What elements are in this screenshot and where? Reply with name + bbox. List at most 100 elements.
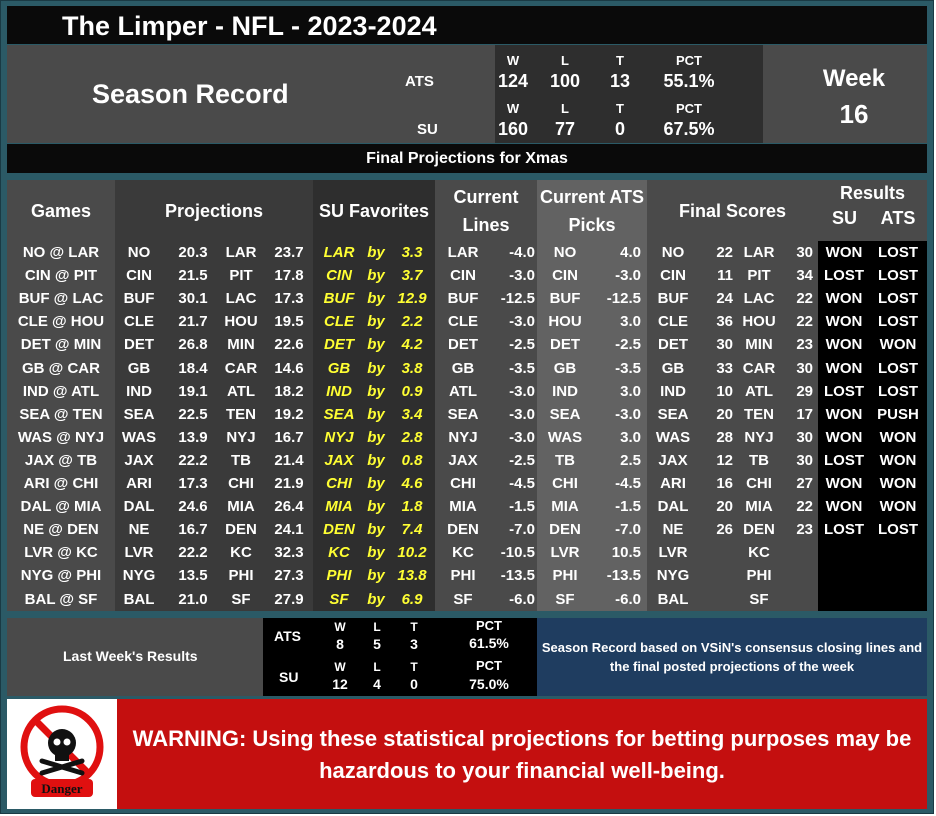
cell-favorite-by: by [367,428,385,446]
season-ats-label: ATS [405,73,434,90]
cell-proj-home: DEN [225,521,257,539]
cell-proj-away-score: 30.1 [178,290,208,308]
cell-score-away: WAS [655,428,691,446]
cell-proj-home: LAC [225,290,257,308]
lw-ats-w-header: W [334,620,346,634]
cell-score-away: NYG [656,567,690,585]
cell-favorite-by: by [367,382,385,400]
cell-favorite-by: by [367,498,385,516]
cell-favorite-team: NYJ [324,428,354,446]
cell-game: CIN @ PIT [24,267,98,285]
cell-pick-team: BUF [549,290,581,308]
cell-proj-home-score: 18.2 [274,382,304,400]
cell-proj-home-score: 26.4 [274,498,304,516]
cell-score-home-pts: 23 [796,521,813,539]
cell-game: NYG @ PHI [20,567,102,585]
cell-score-away: SEA [657,405,689,423]
cell-pick-value: -3.0 [615,405,641,423]
cell-score-away: DAL [657,498,689,516]
cell-proj-away-score: 22.2 [178,451,208,469]
cell-line-value: -12.5 [500,290,535,308]
cell-line-team: JAX [448,451,478,469]
cell-result-su: WON [825,475,863,492]
cell-favorite-margin: 3.7 [401,267,423,285]
cell-result-ats: LOST [878,290,918,308]
cell-line-team: MIA [449,498,477,516]
cell-pick-value: 3.0 [620,382,641,400]
cell-score-away-pts: 22 [716,244,733,261]
cell-result-su: WON [825,313,863,331]
cell-proj-home: PIT [229,267,253,285]
cell-proj-away: BAL [123,590,155,608]
cell-score-away: IND [660,382,686,400]
cell-line-value: -4.0 [509,244,535,261]
cell-proj-away: GB [127,359,151,377]
cell-line-team: DEN [447,521,479,539]
lw-su-w-header: W [334,660,346,674]
cell-proj-away-score: 22.5 [178,405,208,423]
cell-score-home: HOU [742,313,776,331]
cell-score-home: MIN [745,336,773,354]
cell-line-value: -3.5 [509,359,535,377]
cell-proj-away-score: 22.2 [178,544,208,562]
cell-result-su: WON [825,498,863,516]
cell-proj-away-score: 24.6 [178,498,208,516]
lw-ats-l-header: L [373,620,381,634]
cell-score-away: NO [661,244,685,261]
cell-pick-value: -12.5 [606,290,641,308]
cell-pick-team: NO [553,244,577,261]
cell-line-team: ATL [448,382,478,400]
page-title: The Limper - NFL - 2023-2024 [7,6,927,44]
ats-picks-column-band [537,180,647,611]
cell-favorite-margin: 7.4 [401,521,423,539]
cell-proj-home-score: 32.3 [274,544,304,562]
cell-score-away-pts: 10 [716,382,733,400]
cell-score-away-pts [697,541,733,564]
cell-favorite-team: LAR [323,244,355,261]
cell-line-value: -3.0 [509,313,535,331]
cell-favorite-margin: 2.2 [401,313,423,331]
cell-result-ats: LOST [878,521,918,539]
cell-proj-home: MIA [227,498,255,516]
cell-line-team: KC [452,544,474,562]
cell-score-away-pts: 16 [716,475,733,492]
cell-pick-team: CIN [552,267,578,285]
cell-favorite-margin: 1.8 [401,498,423,516]
season-ats-l: 100 [549,71,581,91]
season-ats-pct-header: PCT [676,53,702,68]
cell-proj-away: WAS [121,428,157,446]
cell-game: BAL @ SF [24,590,98,608]
season-su-label: SU [417,121,438,138]
cell-proj-home: MIN [227,336,255,354]
cell-pick-team: DET [550,336,580,354]
cell-proj-away-score: 21.7 [178,313,208,331]
cell-score-away-pts: 26 [716,521,733,539]
lw-su-w: 12 [332,676,348,692]
season-record-label: Season Record [92,79,289,109]
cell-result-ats [871,541,925,564]
cell-proj-away: DAL [123,498,155,516]
cell-proj-home: LAR [225,244,257,261]
cell-proj-home-score: 17.8 [274,267,304,285]
cell-score-home: ATL [744,382,774,400]
season-su-pct-header: PCT [676,101,702,116]
cell-favorite-by: by [367,590,385,608]
cell-score-home-pts: 27 [796,475,813,492]
cell-proj-home: SF [231,590,251,608]
cell-favorite-margin: 13.8 [397,567,427,585]
cell-favorite-team: CHI [326,475,352,492]
cell-score-away: DET [658,336,688,354]
last-week-ats-label: ATS [274,628,301,644]
cell-proj-home-score: 22.6 [274,336,304,354]
cell-favorite-by: by [367,451,385,469]
cell-result-su: WON [825,336,863,354]
cell-score-away: JAX [658,451,688,469]
lw-su-pct-header: PCT [476,658,502,673]
header-su-favorites: SU Favorites [318,201,430,221]
header-results: Results [839,183,906,203]
cell-result-ats: WON [879,451,917,469]
cell-score-home: CHI [746,475,772,492]
lw-ats-l: 5 [373,636,381,652]
cell-line-value: -3.0 [509,405,535,423]
cell-favorite-team: DEN [323,521,355,539]
